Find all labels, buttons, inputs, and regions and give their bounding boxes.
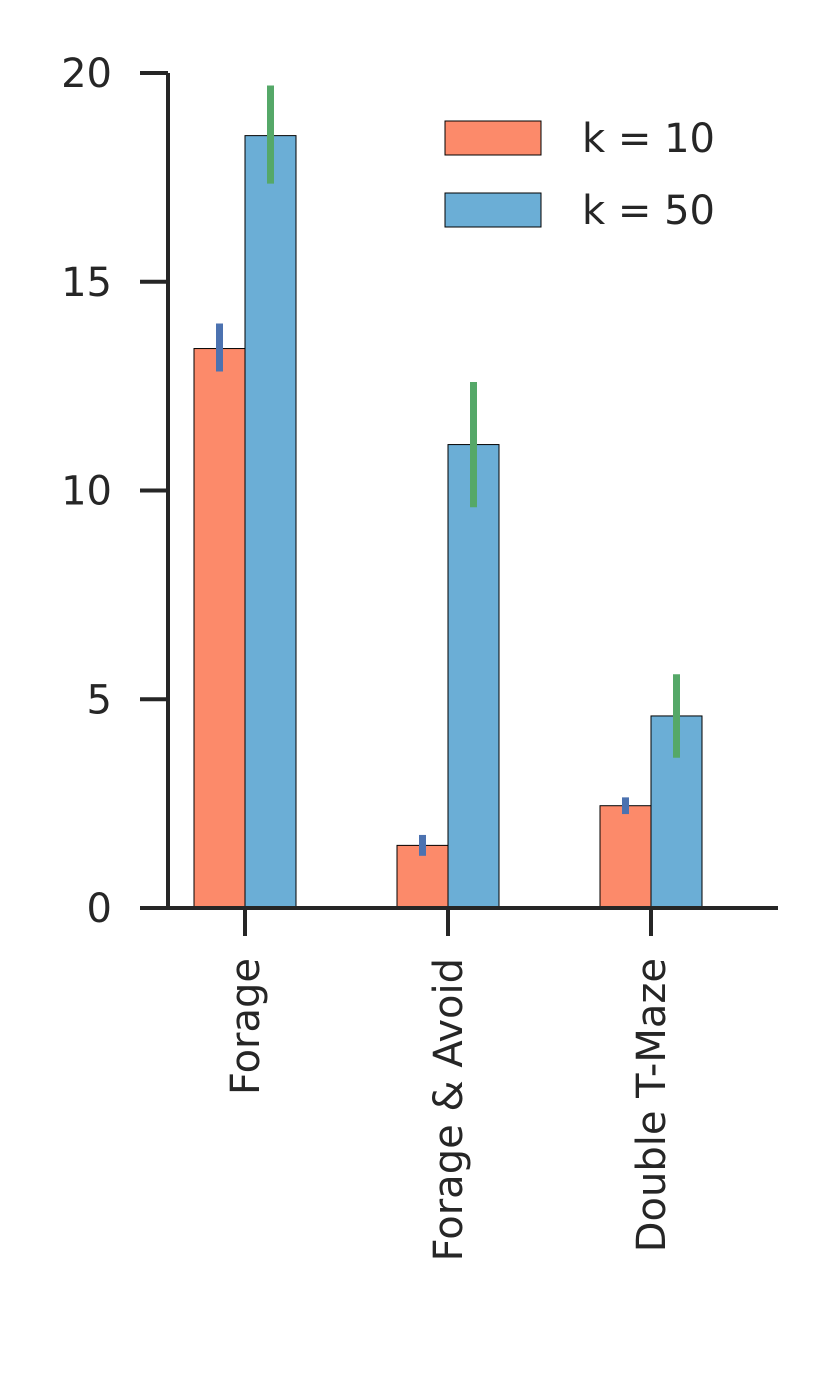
error-bars-group xyxy=(216,85,680,856)
bar-2-1 xyxy=(244,135,297,909)
legend-label-2: k = 50 xyxy=(582,188,715,234)
legend: k = 10 k = 50 xyxy=(444,116,715,234)
category-label-1: Forage xyxy=(223,958,269,1095)
y-tick-label-2: 5 xyxy=(87,677,112,723)
bar-1-3 xyxy=(599,805,652,909)
category-label-3: Double T-Maze xyxy=(629,958,675,1252)
y-tick-label-4: 15 xyxy=(61,260,112,306)
y-tick-label-1: 0 xyxy=(87,886,112,932)
legend-swatch-2 xyxy=(444,192,542,228)
axes-group: 0 5 10 15 20 Forage Forage & Avoid Double T-Maz… xyxy=(61,51,778,1261)
bar-2-2 xyxy=(447,444,500,909)
legend-label-1: k = 10 xyxy=(582,116,715,162)
y-tick-label-3: 10 xyxy=(61,469,112,515)
legend-swatch-1 xyxy=(444,120,542,156)
bar-1-1 xyxy=(193,348,246,909)
category-label-2: Forage & Avoid xyxy=(426,958,472,1261)
y-tick-label-5: 20 xyxy=(61,51,112,97)
bars-group xyxy=(193,135,703,909)
